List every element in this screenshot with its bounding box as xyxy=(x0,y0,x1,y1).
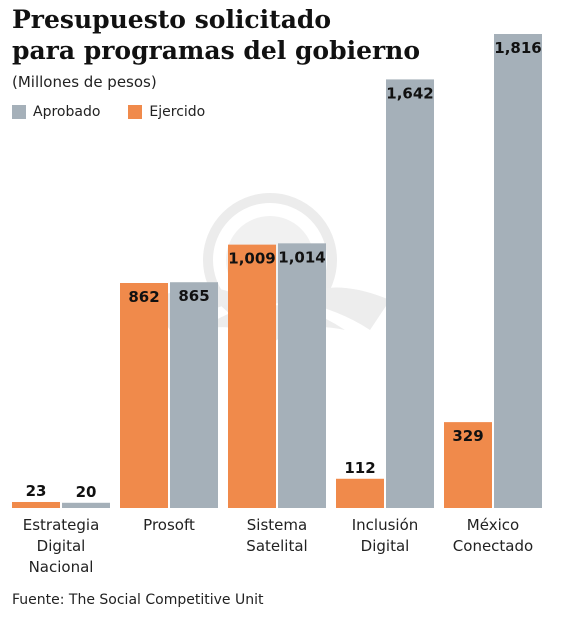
bar-ejercido-inclusion-digital xyxy=(336,478,384,508)
value-label-ejercido-mexico-conectado: 329 xyxy=(452,427,483,445)
legend-swatch-ejercido xyxy=(128,105,143,119)
legend-item-ejercido: Ejercido xyxy=(128,104,205,120)
value-label-ejercido-sistema-satelital: 1,009 xyxy=(228,250,275,268)
legend-label-ejercido: Ejercido xyxy=(149,104,206,120)
legend-label-aprobado: Aprobado xyxy=(33,104,101,120)
value-label-aprobado-sistema-satelital: 1,014 xyxy=(278,248,325,266)
bar-ejercido-mexico-conectado xyxy=(444,422,492,508)
category-labels: Estrategia Digital Nacional Prosoft Sistema S… xyxy=(23,516,533,576)
chart-subtitle: (Millones de pesos) xyxy=(12,73,157,91)
title-line-2: para programas del gobierno xyxy=(12,36,421,65)
value-label-aprobado-mexico-conectado: 1,816 xyxy=(494,39,541,57)
value-label-ejercido-estrategia-digital-nacional: 23 xyxy=(26,482,47,500)
legend: Aprobado Ejercido xyxy=(12,104,233,120)
legend-swatch-aprobado xyxy=(12,105,26,119)
bar-ejercido-prosoft xyxy=(120,283,168,508)
bar-aprobado-mexico-conectado xyxy=(494,34,542,508)
bar-aprobado-estrategia-digital-nacional xyxy=(62,502,110,508)
bar-aprobado-sistema-satelital xyxy=(278,243,326,509)
category-label-mexico-conectado: México Conectado xyxy=(453,516,533,555)
bar-aprobado-inclusion-digital xyxy=(386,79,434,509)
category-label-inclusion-digital: Inclusión Digital xyxy=(352,516,419,555)
category-label-prosoft: Prosoft xyxy=(143,516,195,534)
bars-layer: 23 20 862 865 1,009 1,014 112 1,642 329 1,816 xyxy=(12,34,542,509)
value-label-ejercido-prosoft: 862 xyxy=(128,288,159,306)
value-label-aprobado-estrategia-digital-nacional: 20 xyxy=(76,483,97,501)
chart-title: Presupuesto solicitado para programas de… xyxy=(12,4,552,66)
title-line-1: Presupuesto solicitado xyxy=(12,5,332,34)
category-label-sistema-satelital: Sistema Satelital xyxy=(246,516,307,555)
value-label-ejercido-inclusion-digital: 112 xyxy=(344,459,375,477)
value-label-aprobado-inclusion-digital: 1,642 xyxy=(386,84,433,102)
source-note: Fuente: The Social Competitive Unit xyxy=(12,592,264,608)
bar-ejercido-estrategia-digital-nacional xyxy=(12,501,60,508)
legend-item-aprobado: Aprobado xyxy=(12,104,100,120)
bar-ejercido-sistema-satelital xyxy=(228,244,276,508)
category-label-estrategia-digital-nacional: Estrategia Digital Nacional xyxy=(23,516,100,576)
value-label-aprobado-prosoft: 865 xyxy=(178,287,209,305)
bar-aprobado-prosoft xyxy=(170,282,218,508)
